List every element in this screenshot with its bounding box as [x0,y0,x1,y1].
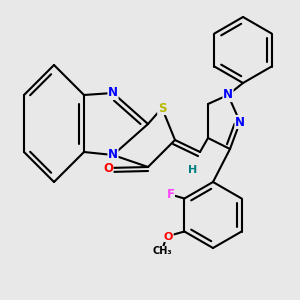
Text: N: N [235,116,245,128]
Text: N: N [108,148,118,161]
Text: CH₃: CH₃ [153,247,172,256]
Text: H: H [188,165,198,175]
Text: N: N [223,88,233,101]
Text: O: O [164,232,173,242]
Text: F: F [167,188,174,201]
Text: S: S [158,101,166,115]
Text: N: N [108,86,118,100]
Text: O: O [103,161,113,175]
